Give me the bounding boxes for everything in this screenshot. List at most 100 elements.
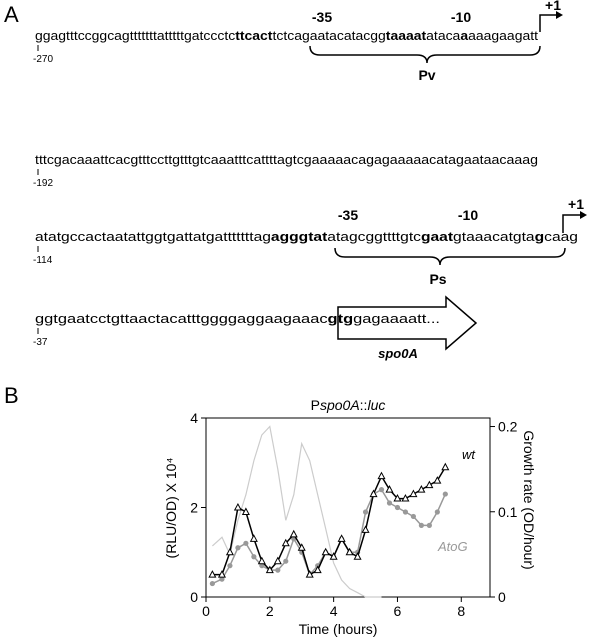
y2-tick-label: 0.1 <box>498 504 518 520</box>
promoter-name: Ps <box>429 271 446 287</box>
y-tick-label: 4 <box>190 410 198 426</box>
y-tick-label: 0 <box>190 589 198 605</box>
panel-label: A <box>4 2 19 27</box>
marker <box>217 570 226 578</box>
marker <box>402 509 409 515</box>
marker <box>305 570 314 578</box>
marker <box>393 493 402 502</box>
marker <box>394 504 401 511</box>
sequence-segment: tttcgacaaattcacgtttccttgtttgtcaaatttcatt… <box>35 153 538 167</box>
marker <box>259 563 265 569</box>
tss-arrow <box>562 214 582 233</box>
sequence-line: tttcgacaaattcacgtttccttgtttgtcaaatttcatt… <box>35 153 538 167</box>
gene-name: spo0A <box>378 346 418 361</box>
marker <box>227 563 233 569</box>
y2-tick-label: 0 <box>498 589 506 605</box>
marker <box>386 500 393 506</box>
marker <box>361 525 370 533</box>
series-line <box>212 488 446 585</box>
marker <box>441 462 450 471</box>
x-tick-label: 2 <box>266 603 274 619</box>
marker <box>433 476 442 484</box>
series-line <box>211 425 382 598</box>
plot-frame <box>205 417 491 598</box>
promoter-name: Pv <box>418 67 435 83</box>
x-axis-label: Time (hours) <box>299 621 378 637</box>
marker <box>209 580 215 587</box>
panel-a: A -35 -10 +1 Pv -35 -10 +1 Ps spo0A ggag… <box>4 0 587 361</box>
sequence-segment: ggtgaatcctgttaactacatttggggaggaagaaac <box>35 312 328 326</box>
chart-title: Pspo0A::luc <box>311 397 386 413</box>
marker <box>410 513 417 520</box>
marker <box>219 576 225 582</box>
panel-b: B Pspo0A::luc Time (hours) (RLU/OD) X 10… <box>4 383 537 637</box>
marker <box>273 556 282 565</box>
marker <box>313 565 322 574</box>
marker <box>243 540 249 546</box>
series-label: AtoG <box>437 539 468 554</box>
minus10: -10 <box>451 9 471 25</box>
marker <box>265 565 274 574</box>
sequence-line: ggagtttccggcagtttttttatttttgatccctc ttcac… <box>35 29 539 43</box>
gene-arrow <box>337 295 478 351</box>
sequence-segment: agggtat <box>271 230 328 244</box>
marker <box>321 547 330 556</box>
sequence-segment: gtg <box>328 312 354 326</box>
marker <box>409 489 418 498</box>
sequence-segment: atatgccactaatattggtgattatgatttttttag <box>35 230 271 244</box>
title-part: luc <box>367 397 385 413</box>
y-axis-label: (RLU/OD) X 10⁴ <box>163 458 179 559</box>
marker <box>345 547 354 556</box>
title-part: P <box>311 397 320 413</box>
sequence-segment: taaaat <box>386 29 427 43</box>
y-tick-label: 2 <box>190 500 198 516</box>
sequence-segment: ataca <box>426 29 460 43</box>
minus35: -35 <box>312 9 332 25</box>
y2-axis-label: Growth rate (OD/hour) <box>521 430 537 569</box>
marker <box>233 502 242 511</box>
panel-label: B <box>4 383 19 408</box>
sequence-segment: aaagaagatt <box>468 29 538 43</box>
title-part: spo0A <box>320 397 360 413</box>
marker <box>425 480 434 489</box>
y2-tick-label: 0.2 <box>498 419 518 435</box>
marker <box>208 570 217 578</box>
marker <box>297 543 306 551</box>
marker <box>434 509 440 515</box>
sequence-segment: gagaaaatt... <box>353 312 440 326</box>
marker <box>377 471 386 480</box>
marker <box>275 567 281 573</box>
marker <box>289 529 298 538</box>
marker <box>249 534 258 542</box>
sequence-segment: g <box>535 230 545 244</box>
brace <box>309 45 541 64</box>
sequence-segment: a <box>460 29 469 43</box>
marker <box>426 522 432 529</box>
sequence-segment: gaat <box>421 230 454 244</box>
marker <box>225 547 234 556</box>
sequence-segment: caag <box>544 230 578 244</box>
tss-label: +1 <box>545 0 561 13</box>
marker <box>353 552 362 560</box>
marker <box>401 493 410 502</box>
x-tick-label: 6 <box>394 603 402 619</box>
sequence-line: atatgccactaatattggtgattatgatttttttag aggg… <box>35 230 578 244</box>
marker <box>235 545 241 551</box>
marker <box>378 487 385 493</box>
tss-arrowhead <box>580 211 587 219</box>
minus10: -10 <box>458 207 478 223</box>
marker <box>241 507 250 515</box>
sequence-segment: ttcact <box>235 29 273 43</box>
tss-label: +1 <box>568 196 584 212</box>
marker <box>417 485 426 493</box>
brace <box>334 247 566 266</box>
marker <box>369 489 378 498</box>
position-label: -270 <box>33 54 53 65</box>
minus35: -35 <box>338 207 358 223</box>
marker <box>251 554 257 560</box>
marker <box>385 485 394 493</box>
marker <box>418 522 424 529</box>
position-label: -37 <box>33 337 48 348</box>
marker <box>362 509 369 515</box>
